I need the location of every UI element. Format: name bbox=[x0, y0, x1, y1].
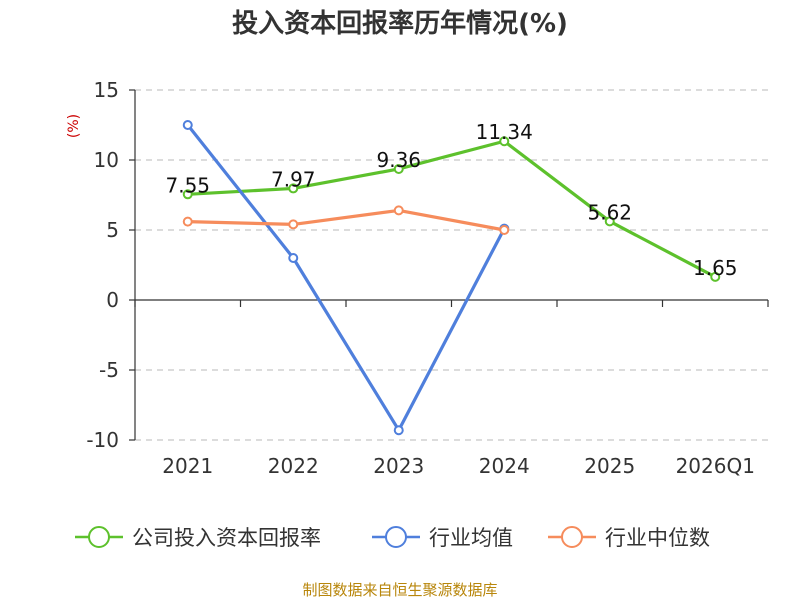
y-tick-label: 10 bbox=[94, 148, 119, 172]
legend-label-1: 行业均值 bbox=[429, 526, 513, 550]
series-point-1 bbox=[393, 425, 404, 436]
y-tick-label: 5 bbox=[106, 218, 119, 242]
x-tick-label: 2022 bbox=[268, 454, 319, 478]
series-point-0 bbox=[499, 136, 510, 147]
x-tick-label: 2026Q1 bbox=[676, 454, 755, 478]
x-tick-labels: 2021 2022 2023 2024 2025 2026Q1 bbox=[162, 454, 755, 478]
legend-marker-2 bbox=[561, 526, 583, 548]
legend: 公司投入资本回报率 行业均值 行业中位数 bbox=[75, 526, 710, 550]
series-point-0 bbox=[182, 189, 193, 200]
legend-marker-1 bbox=[385, 526, 407, 548]
x-tick-label: 2025 bbox=[584, 454, 635, 478]
series-layer bbox=[182, 120, 721, 436]
data-label: 11.34 bbox=[476, 120, 533, 144]
y-tick-labels: 15 10 5 0 -5 -10 bbox=[86, 78, 119, 452]
series-point-2 bbox=[288, 219, 299, 230]
series-point-0 bbox=[288, 183, 299, 194]
legend-label-0: 公司投入资本回报率 bbox=[132, 526, 321, 550]
series-line-2 bbox=[187, 208, 505, 232]
y-tick-label: -10 bbox=[86, 428, 119, 452]
y-tick-label: -5 bbox=[99, 358, 119, 382]
data-label: 9.36 bbox=[376, 148, 421, 172]
series-point-0 bbox=[710, 271, 721, 282]
chart-title: 投入资本回报率历年情况(%) bbox=[232, 8, 568, 39]
grid-lines bbox=[135, 89, 768, 441]
data-label: 5.62 bbox=[587, 200, 632, 224]
data-labels: 7.55 7.97 9.36 11.34 5.62 1.65 bbox=[165, 120, 737, 280]
x-tick-label: 2024 bbox=[479, 454, 530, 478]
y-axis-unit-label: (%) bbox=[66, 114, 82, 138]
source-note: 制图数据来自恒生聚源数据库 bbox=[302, 581, 497, 599]
y-tick-label: 15 bbox=[94, 78, 119, 102]
series-point-2 bbox=[182, 216, 193, 227]
series-line-1 bbox=[186, 124, 506, 432]
series-point-1 bbox=[182, 120, 193, 130]
series-point-2 bbox=[499, 225, 510, 235]
data-label: 1.65 bbox=[693, 256, 738, 280]
legend-label-2: 行业中位数 bbox=[605, 526, 710, 550]
series-point-0 bbox=[604, 216, 615, 227]
series-point-0 bbox=[393, 163, 404, 174]
series-line-0 bbox=[187, 139, 716, 279]
data-label: 7.55 bbox=[165, 173, 210, 197]
series-point-2 bbox=[393, 205, 404, 216]
x-tick-label: 2023 bbox=[373, 454, 424, 478]
y-tick-label: 0 bbox=[106, 288, 119, 312]
data-label: 7.97 bbox=[271, 167, 316, 191]
legend-marker-0 bbox=[88, 526, 110, 548]
axes bbox=[129, 89, 769, 441]
series-point-1 bbox=[288, 253, 299, 263]
x-tick-label: 2021 bbox=[162, 454, 213, 478]
